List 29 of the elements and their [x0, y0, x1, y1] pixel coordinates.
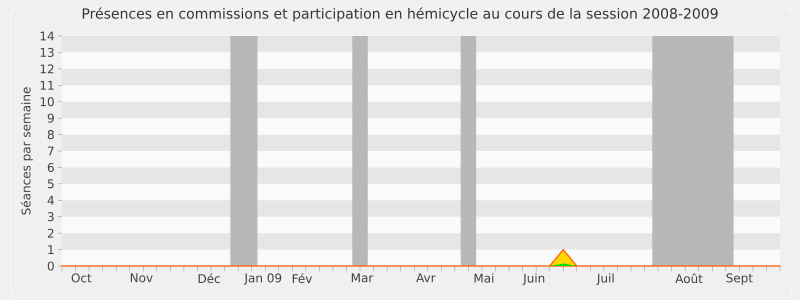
- y-tick-label: 8: [48, 130, 54, 140]
- x-tick-label: Oct: [72, 273, 92, 282]
- chart-title: Présences en commissions et participation en hémicycle au cours de la session 2008-2009: [82, 7, 718, 22]
- y-tick-label: 0: [48, 261, 54, 271]
- y-tick-label: 2: [48, 228, 54, 238]
- x-tick-label: Déc: [198, 273, 220, 284]
- y-tick-label: 6: [48, 162, 54, 172]
- y-axis-title: Séances par semaine: [20, 87, 33, 215]
- x-tick-label: Juil: [596, 273, 614, 285]
- x-tick-label: Nov: [130, 273, 153, 282]
- x-tick-label: Mar: [352, 273, 374, 282]
- x-tick-label: Avr: [416, 273, 436, 282]
- x-tick-label: Jan 09: [244, 273, 282, 285]
- y-tick-label: 13: [40, 48, 54, 57]
- y-tick-label: 5: [48, 179, 54, 188]
- y-tick-label: 4: [48, 196, 54, 205]
- y-tick-label: 1: [48, 245, 54, 254]
- y-tick-label: 7: [48, 146, 54, 156]
- x-tick-label: Fév: [292, 273, 312, 284]
- x-tick-label: Sept: [726, 273, 753, 285]
- y-tick-label: 3: [48, 212, 54, 222]
- x-tick-label: Juin: [522, 273, 544, 285]
- y-tick-label: 10: [40, 97, 54, 106]
- x-tick-label: Août: [675, 273, 703, 284]
- y-tick-label: 9: [48, 114, 54, 123]
- y-tick-label: 11: [40, 80, 54, 90]
- y-tick-label: 12: [40, 64, 54, 74]
- y-tick-label: 14: [40, 32, 54, 40]
- x-tick-label: Mai: [474, 273, 494, 283]
